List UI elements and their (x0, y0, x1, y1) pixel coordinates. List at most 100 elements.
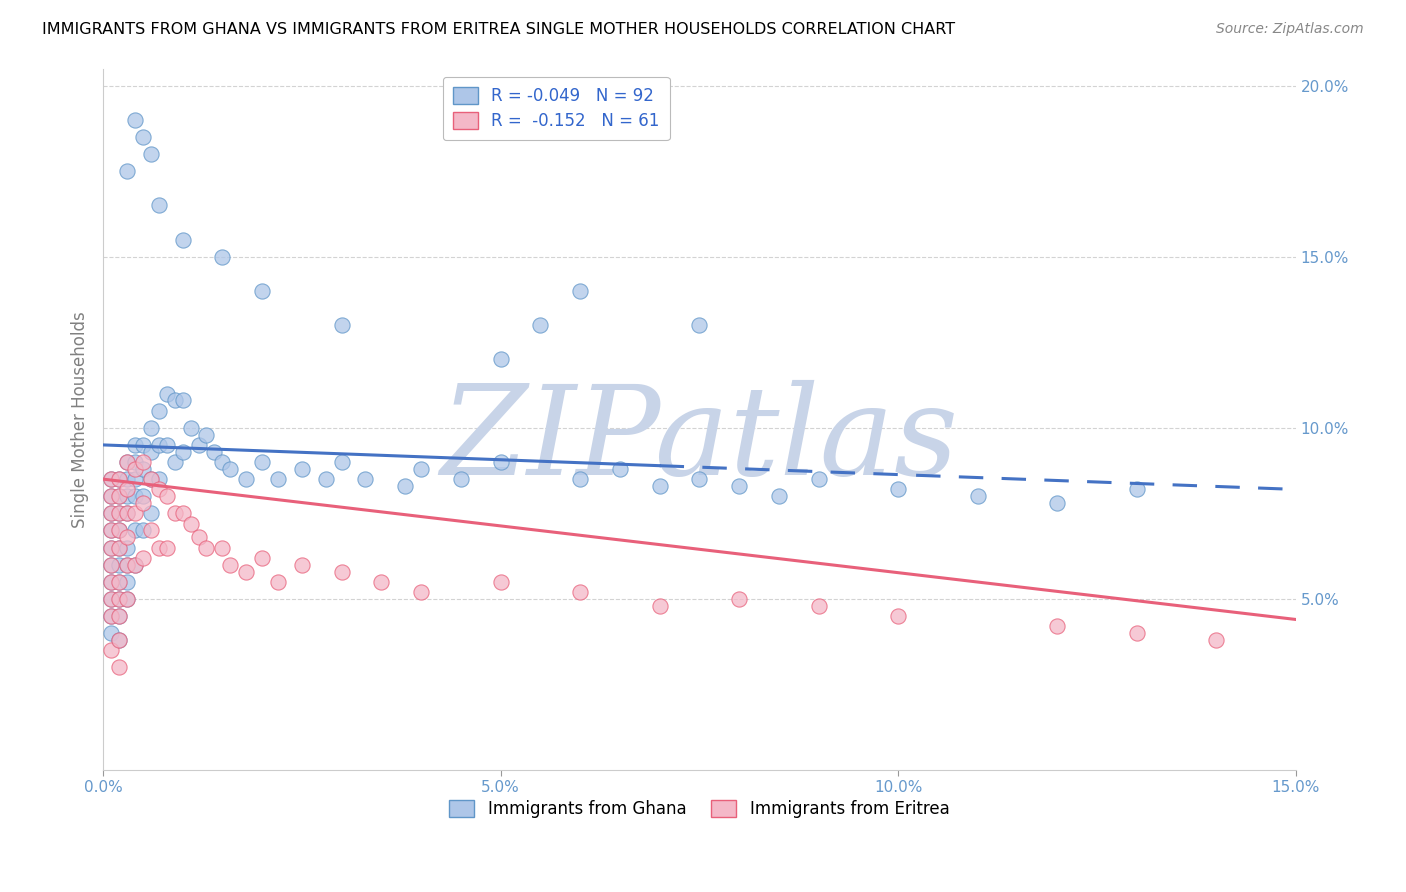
Point (728, 479, 751, 493)
Point (108, 524, 131, 538)
Point (108, 541, 131, 555)
Point (609, 462, 631, 476)
Point (163, 455, 186, 469)
Point (100, 472, 122, 486)
Point (315, 472, 337, 486)
Point (124, 472, 146, 486)
Point (108, 632, 131, 647)
Point (204, 444, 226, 458)
Point (887, 609, 910, 624)
Point (108, 574, 131, 589)
Point (124, 455, 146, 469)
Point (394, 479, 416, 493)
Point (115, 530, 138, 544)
Point (211, 455, 233, 469)
Point (108, 524, 131, 538)
Point (115, 541, 138, 555)
Point (235, 565, 257, 579)
Point (100, 507, 122, 521)
Point (1125, 483, 1147, 497)
Point (291, 558, 314, 572)
Point (100, 541, 122, 555)
Point (211, 250, 233, 264)
Point (235, 472, 257, 486)
Point (132, 496, 155, 510)
Point (100, 524, 122, 538)
Point (115, 558, 138, 572)
Point (100, 489, 122, 503)
Y-axis label: Single Mother Households: Single Mother Households (72, 311, 89, 528)
Point (688, 472, 710, 486)
Point (163, 507, 186, 521)
Point (124, 558, 146, 572)
Point (172, 233, 194, 247)
Point (219, 558, 242, 572)
Point (569, 284, 592, 298)
Point (172, 393, 194, 408)
Point (132, 455, 155, 469)
Point (100, 591, 122, 606)
Point (115, 591, 138, 606)
Point (219, 462, 242, 476)
Point (411, 462, 433, 476)
Point (148, 472, 170, 486)
Point (100, 541, 122, 555)
Point (195, 541, 218, 555)
Point (330, 565, 353, 579)
Point (966, 489, 988, 503)
Point (139, 524, 162, 538)
Point (108, 609, 131, 624)
Point (148, 403, 170, 417)
Point (115, 472, 138, 486)
Legend: Immigrants from Ghana, Immigrants from Eritrea: Immigrants from Ghana, Immigrants from E… (443, 793, 956, 825)
Point (100, 626, 122, 640)
Point (139, 472, 162, 486)
Point (330, 455, 353, 469)
Point (100, 609, 122, 624)
Point (124, 507, 146, 521)
Point (569, 472, 592, 486)
Point (163, 393, 186, 408)
Point (124, 524, 146, 538)
Point (108, 591, 131, 606)
Point (411, 585, 433, 599)
Point (132, 130, 155, 145)
Point (132, 489, 155, 503)
Point (1046, 496, 1069, 510)
Point (156, 386, 179, 401)
Point (807, 472, 830, 486)
Point (688, 318, 710, 333)
Point (115, 507, 138, 521)
Point (148, 483, 170, 497)
Point (115, 455, 138, 469)
Point (148, 541, 170, 555)
Point (139, 472, 162, 486)
Text: ZIPatlas: ZIPatlas (440, 379, 959, 501)
Point (100, 609, 122, 624)
Point (108, 574, 131, 589)
Point (115, 455, 138, 469)
Point (1046, 619, 1069, 633)
Point (115, 489, 138, 503)
Point (489, 455, 512, 469)
Point (100, 507, 122, 521)
Point (370, 574, 392, 589)
Point (132, 438, 155, 452)
Point (124, 438, 146, 452)
Point (187, 438, 209, 452)
Point (768, 489, 790, 503)
Point (108, 591, 131, 606)
Point (195, 427, 218, 442)
Point (330, 318, 353, 333)
Point (115, 164, 138, 178)
Point (187, 530, 209, 544)
Point (211, 541, 233, 555)
Point (648, 599, 671, 613)
Point (354, 472, 377, 486)
Point (108, 489, 131, 503)
Point (108, 507, 131, 521)
Point (115, 591, 138, 606)
Point (108, 558, 131, 572)
Point (148, 198, 170, 212)
Point (172, 507, 194, 521)
